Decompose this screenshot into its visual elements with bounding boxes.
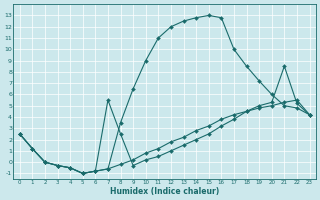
- X-axis label: Humidex (Indice chaleur): Humidex (Indice chaleur): [110, 187, 219, 196]
